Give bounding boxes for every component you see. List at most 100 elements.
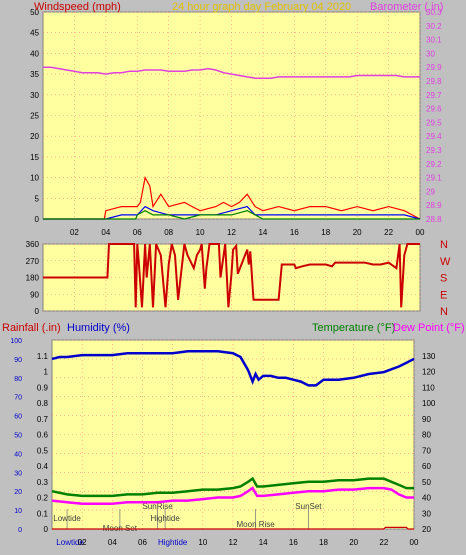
bottom-time-label: 06 — [138, 538, 147, 547]
windspeed-axis-label: Windspeed (mph) — [34, 1, 121, 13]
dewpoint-axis-label: Dew Point (°F) — [393, 322, 465, 334]
rainfall-tick-label: 0.3 — [37, 478, 49, 487]
barometer-tick-label: 28.9 — [426, 201, 442, 210]
humidity-tick-label: 50 — [14, 433, 22, 440]
time-tick-label: 00 — [416, 228, 425, 237]
temperature-tick-label: 110 — [422, 383, 435, 392]
direction-tick-label: 0 — [35, 307, 40, 316]
barometer-tick-label: 29.8 — [426, 77, 442, 86]
direction-tick-label: 360 — [26, 240, 40, 249]
barometer-tick-label: 29.9 — [426, 63, 442, 72]
bottom-time-label: 20 — [349, 538, 358, 547]
bottom-time-label: 02 — [78, 538, 87, 547]
temperature-tick-label: 80 — [422, 431, 431, 440]
dewpoint-line — [51, 486, 414, 506]
rainfall-line — [52, 526, 414, 530]
bottom-time-label: 14 — [259, 538, 268, 547]
windspeed-tick-label: 40 — [30, 49, 39, 58]
humidity-tick-label: 60 — [14, 414, 22, 421]
rainfall-tick-label: 0.1 — [37, 509, 49, 518]
temperature-tick-label: 50 — [422, 478, 431, 487]
humidity-line — [51, 350, 415, 387]
direction-tick-label: 90 — [30, 290, 39, 299]
time-tick-label: 10 — [196, 228, 205, 237]
humidity-tick-label: 0 — [18, 527, 22, 534]
humidity-axis-label: Humidity (%) — [67, 322, 130, 334]
temperature-tick-label: 90 — [422, 415, 431, 424]
barometer-tick-label: 29.5 — [426, 118, 442, 127]
humidity-tick-label: 100 — [10, 338, 22, 345]
barometer-tick-label: 29.1 — [426, 174, 442, 183]
rainfall-tick-label: 0.2 — [37, 494, 49, 503]
temperature-tick-label: 120 — [422, 368, 436, 377]
temperature-line — [51, 476, 414, 498]
rainfall-tick-label: 0.9 — [37, 383, 49, 392]
event-label: SunSet — [295, 502, 322, 511]
barometer-tick-label: 29.7 — [426, 91, 442, 100]
humidity-tick-label: 30 — [14, 470, 22, 477]
event-label: SunRise — [142, 502, 173, 511]
windspeed-tick-label: 35 — [30, 70, 39, 79]
barometer-tick-label: 29.2 — [426, 160, 442, 169]
barometer-tick-label: 29.3 — [426, 146, 442, 155]
time-tick-label: 08 — [164, 228, 173, 237]
direction-tick-label: 180 — [26, 274, 40, 283]
windspeed-tick-label: 45 — [30, 29, 39, 38]
rainfall-tick-label: 0.5 — [37, 446, 49, 455]
bottom-time-label: Lowtide — [56, 538, 84, 547]
barometer-tick-label: 28.8 — [426, 215, 442, 224]
event-label: Moon Rise — [237, 520, 276, 529]
event-label: Lowtide — [53, 514, 81, 523]
barometer-tick-label: 30.1 — [426, 36, 442, 45]
rainfall-tick-label: 0.7 — [37, 415, 49, 424]
humidity-tick-label: 20 — [14, 489, 22, 496]
barometer-line — [43, 66, 420, 79]
barometer-tick-label: 30.3 — [426, 8, 442, 17]
time-tick-label: 12 — [227, 228, 236, 237]
bottom-time-label: Hightide — [158, 538, 188, 547]
bottom-time-label: 10 — [198, 538, 207, 547]
bottom-time-label: 00 — [410, 538, 419, 547]
bottom-time-label: 12 — [229, 538, 238, 547]
humidity-tick-label: 10 — [14, 508, 22, 515]
compass-label: S — [440, 273, 447, 285]
windspeed-tick-label: 10 — [30, 174, 39, 183]
temperature-tick-label: 40 — [422, 494, 431, 503]
windspeed-tick-label: 25 — [30, 112, 39, 121]
temperature-tick-label: 30 — [422, 509, 431, 518]
time-tick-label: 14 — [258, 228, 267, 237]
time-tick-label: 04 — [101, 228, 110, 237]
windspeed-tick-label: 50 — [30, 8, 39, 17]
wind_gust-line — [43, 175, 421, 220]
temperature-axis-label: Temperature (°F) — [312, 322, 395, 334]
wind_speed-line — [43, 205, 421, 220]
windspeed-tick-label: 30 — [30, 91, 39, 100]
humidity-tick-label: 70 — [14, 395, 22, 402]
barometer-tick-label: 30 — [426, 49, 435, 58]
temperature-tick-label: 130 — [422, 352, 436, 361]
time-tick-label: 16 — [290, 228, 299, 237]
time-tick-label: 06 — [133, 228, 142, 237]
barometer-tick-label: 29.6 — [426, 105, 442, 114]
compass-label: W — [440, 256, 451, 268]
windspeed-tick-label: 15 — [30, 153, 39, 162]
barometer-axis-label: Barometer (.in) — [370, 1, 443, 13]
direction-tick-label: 270 — [26, 257, 40, 266]
rainfall-tick-label: 0 — [44, 525, 49, 534]
temperature-tick-label: 100 — [422, 399, 436, 408]
humidity-tick-label: 40 — [14, 451, 22, 458]
humidity-tick-label: 80 — [14, 376, 22, 383]
barometer-tick-label: 30.2 — [426, 22, 442, 31]
wind_avg-line — [43, 210, 420, 220]
rainfall-tick-label: 0.8 — [37, 399, 49, 408]
humidity-temperature-panel: 010203040506070809010000.10.20.30.40.50.… — [2, 322, 465, 547]
rainfall-tick-label: 0.6 — [37, 431, 49, 440]
bottom-time-label: 16 — [289, 538, 298, 547]
barometer-tick-label: 29.4 — [426, 132, 442, 141]
rainfall-tick-label: 1.1 — [37, 352, 49, 361]
time-tick-label: 20 — [353, 228, 362, 237]
windspeed-tick-label: 20 — [30, 132, 39, 141]
bottom-time-label: 04 — [108, 538, 117, 547]
